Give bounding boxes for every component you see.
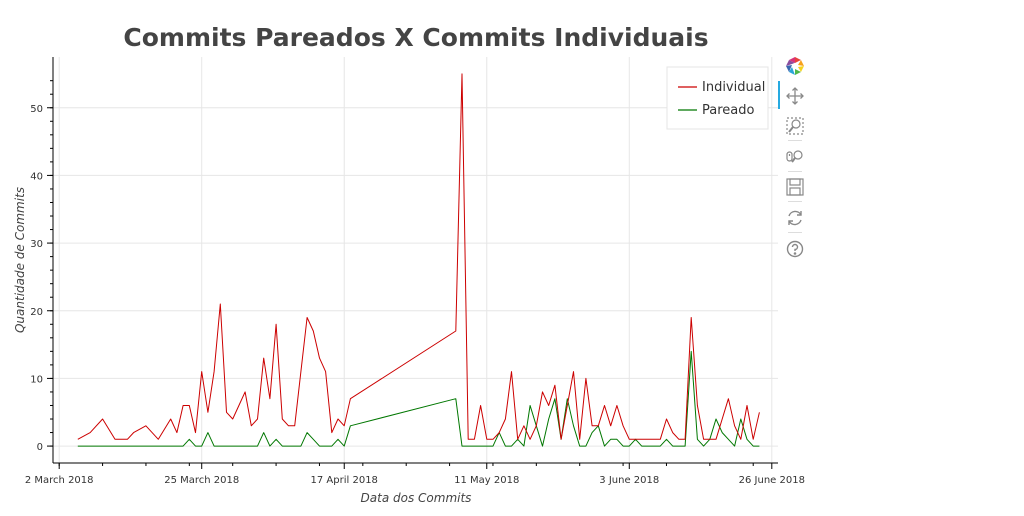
- toolbar-separator: [788, 201, 802, 202]
- bokeh-logo-icon[interactable]: [784, 55, 806, 77]
- wheel-zoom-icon[interactable]: [784, 146, 806, 168]
- toolbar-separator: [788, 171, 802, 172]
- help-icon[interactable]: [784, 238, 806, 260]
- series-layer: [77, 73, 760, 447]
- box-zoom-icon[interactable]: [784, 115, 806, 137]
- chart-toolbar: [778, 52, 810, 272]
- active-tool-indicator: [778, 81, 780, 109]
- y-tick-label: 40: [30, 171, 43, 182]
- y-tick-label: 10: [30, 374, 43, 385]
- x-tick-label: 25 March 2018: [164, 475, 239, 486]
- y-tick-label: 30: [30, 239, 43, 250]
- y-axis-title: Quantidade de Commits: [13, 187, 27, 333]
- x-tick-label: 11 May 2018: [454, 475, 519, 486]
- y-tick-label: 0: [37, 442, 43, 453]
- y-tick-label: 20: [30, 307, 43, 318]
- series-line-individual: [77, 73, 760, 440]
- toolbar-separator: [788, 140, 802, 141]
- toolbar-separator: [788, 232, 802, 233]
- series-line-pareado: [77, 350, 760, 447]
- x-tick-label: 26 June 2018: [739, 475, 805, 486]
- x-tick-label: 17 April 2018: [311, 475, 378, 486]
- pan-icon[interactable]: [784, 85, 806, 107]
- x-tick-label: 3 June 2018: [599, 475, 659, 486]
- axes: 2 March 2018 25 March 2018 17 April 2018 11…: [25, 57, 805, 486]
- legend: Individual Pareado: [666, 66, 769, 130]
- legend-label-individual: Individual: [702, 80, 765, 95]
- x-tick-label: 2 March 2018: [25, 475, 94, 486]
- chart-title: Commits Pareados X Commits Individuais: [123, 23, 708, 52]
- y-tick-label: 50: [30, 104, 43, 115]
- legend-box: [666, 66, 769, 130]
- reset-icon[interactable]: [784, 207, 806, 229]
- save-icon[interactable]: [784, 176, 806, 198]
- x-axis-title: Data dos Commits: [361, 491, 472, 505]
- legend-label-pareado: Pareado: [702, 103, 754, 118]
